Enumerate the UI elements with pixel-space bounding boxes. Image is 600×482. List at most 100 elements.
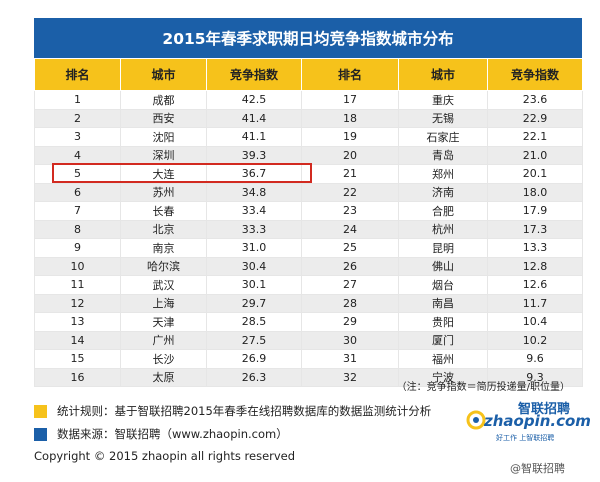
table-row: 10 哈尔滨 30.4 26 佛山 12.8: [34, 256, 583, 276]
index-cell: 30.4: [206, 256, 302, 276]
rank-cell: 2: [34, 108, 121, 128]
column-header-index: 竞争指数: [487, 58, 583, 91]
index-cell: 11.7: [487, 293, 583, 313]
index-cell: 22.1: [487, 127, 583, 147]
rank-cell: 7: [34, 201, 121, 221]
index-cell: 18.0: [487, 182, 583, 202]
city-cell: 合肥: [398, 201, 488, 221]
table-row: 7 长春 33.4 23 合肥 17.9: [34, 201, 583, 221]
table-row: 15 长沙 26.9 31 福州 9.6: [34, 349, 583, 369]
rank-cell: 14: [34, 330, 121, 350]
rank-cell: 10: [34, 256, 121, 276]
table-header-row: 排名 城市 竞争指数 排名 城市 竞争指数: [34, 58, 583, 91]
city-competition-table: 排名 城市 竞争指数 排名 城市 竞争指数 1 成都 42.5 17 重庆 23.6 2 西安…: [34, 58, 583, 387]
city-cell: 郑州: [398, 164, 488, 184]
highlight-box-row-5: [52, 163, 312, 183]
rank-cell: 19: [301, 127, 399, 147]
rank-cell: 4: [34, 145, 121, 165]
city-cell: 石家庄: [398, 127, 488, 147]
copyright-text: Copyright © 2015 zhaopin all rights rese…: [34, 449, 296, 463]
rank-cell: 18: [301, 108, 399, 128]
index-cell: 26.9: [206, 349, 302, 369]
legend-source-text: 数据来源：智联招聘（www.zhaopin.com）: [57, 427, 288, 441]
rank-cell: 23: [301, 201, 399, 221]
city-cell: 青岛: [398, 145, 488, 165]
city-cell: 济南: [398, 182, 488, 202]
table-row: 4 深圳 39.3 20 青岛 21.0: [34, 145, 583, 165]
city-cell: 上海: [120, 293, 207, 313]
rank-cell: 27: [301, 275, 399, 295]
index-cell: 41.4: [206, 108, 302, 128]
index-cell: 41.1: [206, 127, 302, 147]
index-cell: 20.1: [487, 164, 583, 184]
index-cell: 13.3: [487, 238, 583, 258]
footnote: （注：竞争指数＝简历投递量/职位量）: [396, 382, 570, 393]
index-cell: 12.6: [487, 275, 583, 295]
table-row: 3 沈阳 41.1 19 石家庄 22.1: [34, 127, 583, 147]
table-row: 2 西安 41.4 18 无锡 22.9: [34, 108, 583, 128]
index-cell: 17.3: [487, 219, 583, 239]
table-body: 1 成都 42.5 17 重庆 23.6 2 西安 41.4 18 无锡 22.9 3 沈阳 41.1 19 石…: [34, 90, 583, 387]
index-cell: 33.3: [206, 219, 302, 239]
table-row: 16 太原 26.3 32 宁波 9.3: [34, 367, 583, 387]
city-cell: 佛山: [398, 256, 488, 276]
index-cell: 29.7: [206, 293, 302, 313]
index-cell: 21.0: [487, 145, 583, 165]
index-cell: 26.3: [206, 367, 302, 387]
city-cell: 武汉: [120, 275, 207, 295]
rank-cell: 26: [301, 256, 399, 276]
rank-cell: 12: [34, 293, 121, 313]
rank-cell: 24: [301, 219, 399, 239]
table-row: 1 成都 42.5 17 重庆 23.6: [34, 90, 583, 110]
chart-title: 2015年春季求职期日均竞争指数城市分布: [34, 18, 582, 58]
city-cell: 无锡: [398, 108, 488, 128]
rank-cell: 1: [34, 90, 121, 110]
zhaopin-logo: 智联招聘 zhaopin.com 好工作 上智联招聘: [466, 398, 591, 446]
index-cell: 39.3: [206, 145, 302, 165]
rank-cell: 15: [34, 349, 121, 369]
rank-cell: 5: [34, 164, 121, 184]
city-cell: 南京: [120, 238, 207, 258]
city-cell: 长沙: [120, 349, 207, 369]
rank-cell: 8: [34, 219, 121, 239]
watermark-text: @智联招聘: [510, 462, 565, 475]
city-cell: 贵阳: [398, 312, 488, 332]
table-row: 14 广州 27.5 30 厦门 10.2: [34, 330, 583, 350]
index-cell: 9.6: [487, 349, 583, 369]
index-cell: 10.2: [487, 330, 583, 350]
city-cell: 沈阳: [120, 127, 207, 147]
column-header-city: 城市: [398, 58, 488, 91]
logo-chinese-text: 智联招聘: [518, 402, 571, 417]
blue-square-icon: [34, 427, 47, 441]
city-cell: 重庆: [398, 90, 488, 110]
column-header-rank: 排名: [34, 58, 121, 91]
legend-rule-text: 统计规则：基于智联招聘2015年春季在线招聘数据库的数据监测统计分析: [57, 404, 432, 418]
city-cell: 福州: [398, 349, 488, 369]
rank-cell: 22: [301, 182, 399, 202]
table-row: 9 南京 31.0 25 昆明 13.3: [34, 238, 583, 258]
rank-cell: 17: [301, 90, 399, 110]
city-cell: 西安: [120, 108, 207, 128]
yellow-square-icon: [34, 404, 47, 418]
city-cell: 北京: [120, 219, 207, 239]
index-cell: 12.8: [487, 256, 583, 276]
index-cell: 22.9: [487, 108, 583, 128]
city-cell: 南昌: [398, 293, 488, 313]
city-cell: 太原: [120, 367, 207, 387]
rank-cell: 29: [301, 312, 399, 332]
index-cell: 34.8: [206, 182, 302, 202]
table-row: 8 北京 33.3 24 杭州 17.3: [34, 219, 583, 239]
index-cell: 28.5: [206, 312, 302, 332]
city-cell: 深圳: [120, 145, 207, 165]
logo-english-text: zhaopin.com: [484, 412, 591, 430]
rank-cell: 31: [301, 349, 399, 369]
rank-cell: 13: [34, 312, 121, 332]
legend-rule: 统计规则：基于智联招聘2015年春季在线招聘数据库的数据监测统计分析: [34, 403, 431, 419]
city-cell: 苏州: [120, 182, 207, 202]
rank-cell: 32: [301, 367, 399, 387]
rank-cell: 16: [34, 367, 121, 387]
legend-source: 数据来源：智联招聘（www.zhaopin.com）: [34, 426, 288, 442]
rank-cell: 20: [301, 145, 399, 165]
rank-cell: 3: [34, 127, 121, 147]
table-row: 12 上海 29.7 28 南昌 11.7: [34, 293, 583, 313]
